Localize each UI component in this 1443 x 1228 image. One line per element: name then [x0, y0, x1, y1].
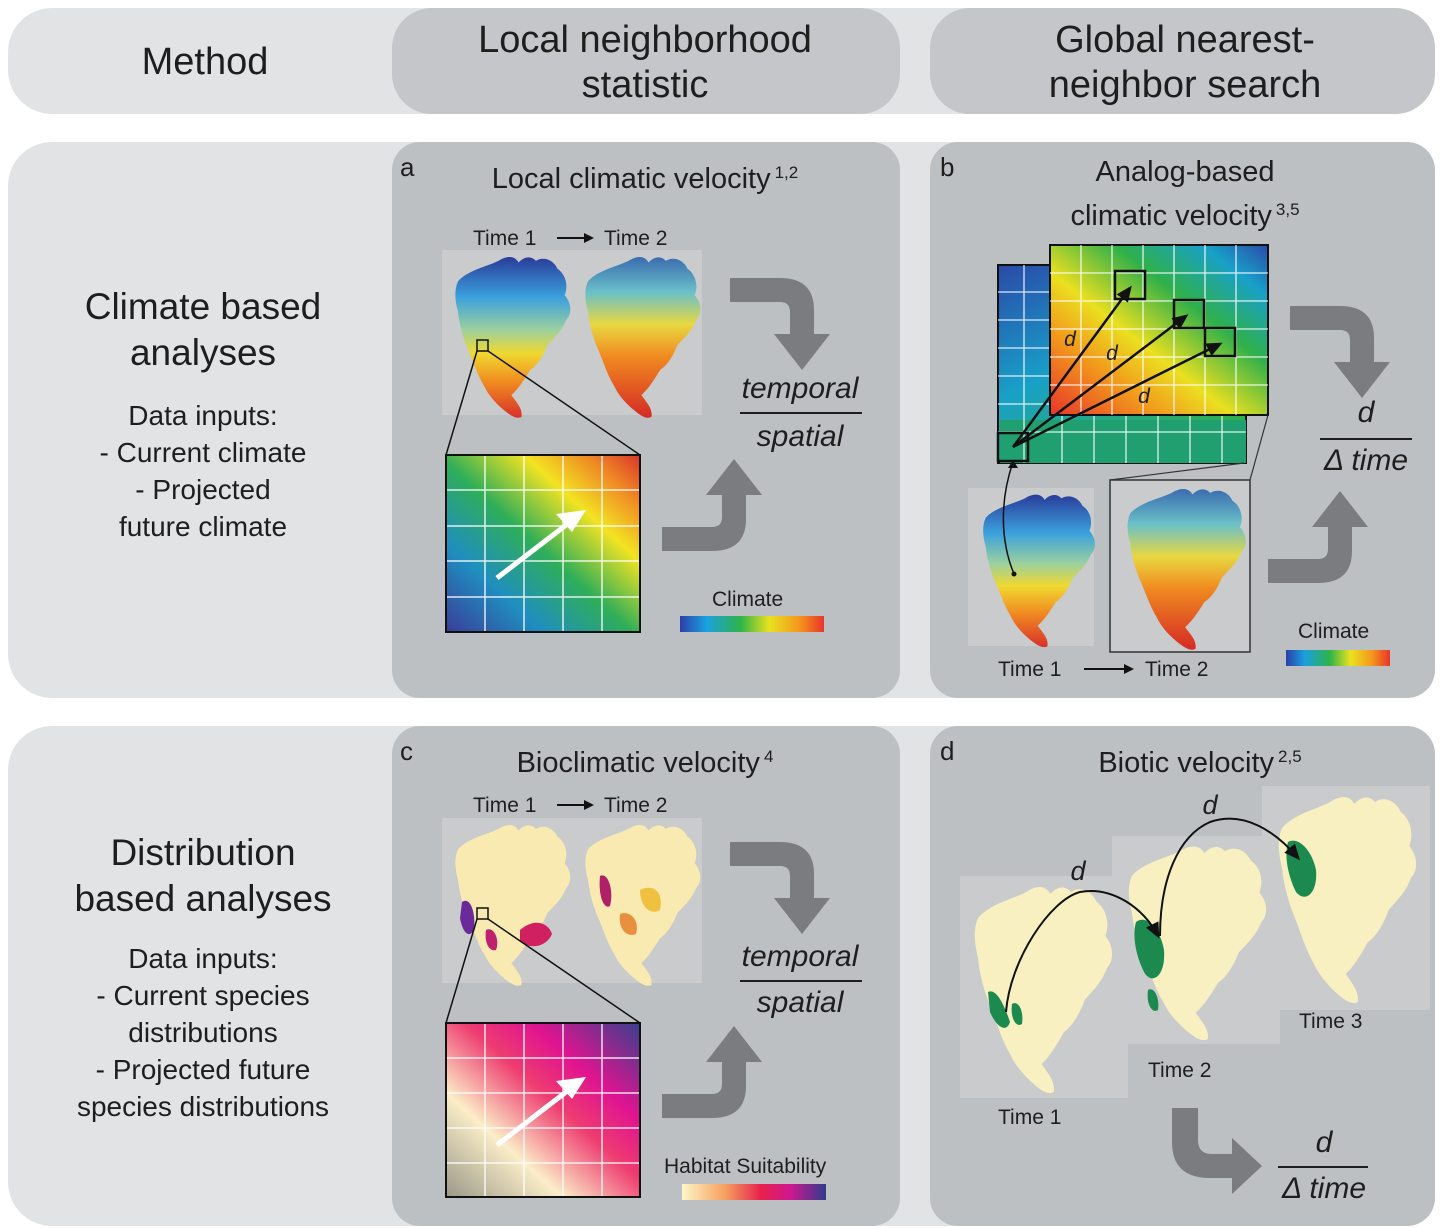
panel-b-numerator: d — [1357, 396, 1375, 429]
panel-c-numerator: temporal — [741, 940, 859, 973]
panel-c-time2: Time 2 — [604, 794, 668, 817]
panel-a-refs: 1,2 — [774, 163, 799, 182]
habitat-legend-bar — [682, 1184, 826, 1200]
panel-d-time2: Time 2 — [1148, 1059, 1212, 1082]
panel-d-time1: Time 1 — [998, 1106, 1062, 1129]
panel-d-letter: d — [940, 736, 955, 766]
panel-a-fraction-line — [740, 412, 862, 414]
panel-b-title: Analog-based climatic velocity 3,5 — [985, 154, 1385, 235]
panel-b-denominator: Δ time — [1323, 444, 1409, 477]
curved-arrow-icon — [662, 459, 762, 551]
curved-arrow-icon — [1172, 1108, 1262, 1194]
distribution-input-2: distributions — [128, 1017, 278, 1048]
distribution-row-title: Distribution based analyses — [20, 830, 386, 922]
panel-b-maps — [968, 414, 1269, 653]
distribution-input-0: Data inputs: — [128, 943, 278, 974]
panel-d-d-label: d — [1070, 856, 1086, 886]
panel-b-title-line1: Analog-based — [1095, 156, 1275, 188]
panel-b-refs: 3,5 — [1275, 200, 1300, 219]
col2-line1: Global nearest- — [1055, 19, 1315, 61]
panel-b-time2: Time 2 — [1145, 658, 1209, 681]
panel-a-numerator: temporal — [741, 372, 859, 405]
panel-a-title: Local climatic velocity 1,2 — [440, 154, 850, 198]
climate-data-inputs: Data inputs: - Current climate - Project… — [20, 397, 386, 545]
panel-a-time2: Time 2 — [604, 227, 668, 250]
panel-b-d-label: d — [1106, 342, 1118, 365]
panel-d-denominator: Δ time — [1281, 1172, 1367, 1205]
panel-a-letter: a — [400, 152, 415, 182]
curved-arrow-icon — [730, 278, 830, 370]
panel-a-zoom-grid — [445, 454, 641, 633]
climate-legend-bar-b — [1286, 650, 1390, 666]
curved-arrow-icon — [1268, 491, 1368, 583]
panel-c-maps — [442, 818, 702, 1024]
panel-c-refs: 4 — [763, 747, 774, 766]
distribution-title-line2: based analyses — [74, 878, 332, 919]
climate-title-line2: analyses — [129, 332, 277, 373]
panel-d-title: Biotic velocity 2,5 — [985, 738, 1415, 782]
method-label: Method — [141, 41, 269, 83]
distribution-input-1: - Current species — [96, 980, 310, 1011]
panel-a-title-text: Local climatic velocity — [491, 163, 771, 195]
panel-a-time1: Time 1 — [473, 227, 537, 250]
climate-row-title: Climate based analyses — [20, 284, 386, 376]
panel-d-maps — [960, 786, 1430, 1098]
panel-d-fraction-line — [1278, 1166, 1368, 1168]
panel-c-zoom-grid — [445, 1022, 641, 1198]
local-neighborhood-header: Local neighborhood statistic — [420, 18, 870, 108]
panel-b-legend-label: Climate — [1298, 620, 1370, 643]
panel-b-grids — [996, 244, 1269, 464]
distribution-input-3: - Projected future — [95, 1054, 311, 1085]
col2-line2: neighbor search — [1048, 64, 1322, 106]
panel-d-numerator: d — [1315, 1126, 1333, 1159]
panel-c-time1: Time 1 — [473, 794, 537, 817]
panel-c-legend-label: Habitat Suitability — [664, 1155, 827, 1178]
climate-title-line1: Climate based — [84, 286, 322, 327]
panel-b-d-label: d — [1138, 385, 1150, 408]
panel-a-denominator: spatial — [756, 420, 844, 453]
panel-d-refs: 2,5 — [1278, 747, 1302, 766]
global-search-header: Global nearest- neighbor search — [960, 18, 1410, 108]
panel-c-title-text: Bioclimatic velocity — [516, 747, 760, 779]
panel-c-denominator: spatial — [756, 986, 844, 1019]
panel-c-letter: c — [400, 736, 413, 766]
local-column-header — [392, 8, 900, 114]
col1-line1: Local neighborhood — [478, 19, 812, 61]
global-column-header — [930, 8, 1435, 114]
climate-legend-bar-a — [680, 616, 824, 632]
distribution-input-4: species distributions — [76, 1091, 330, 1122]
curved-arrow-icon — [730, 842, 830, 934]
col1-line2: statistic — [581, 64, 709, 106]
method-header: Method — [100, 40, 310, 85]
panel-b-letter: b — [940, 152, 955, 182]
panel-b-d-label: d — [1064, 328, 1076, 351]
curved-arrow-icon — [1290, 306, 1390, 398]
panel-d-title-text: Biotic velocity — [1098, 747, 1275, 779]
panel-b-time1: Time 1 — [998, 658, 1062, 681]
climate-input-2: - Projected — [135, 474, 271, 505]
panel-a-legend-label: Climate — [712, 588, 784, 611]
panel-d-time3: Time 3 — [1299, 1010, 1363, 1033]
panel-a-maps — [442, 250, 702, 456]
panel-d-d-label: d — [1202, 790, 1218, 820]
panel-c-title: Bioclimatic velocity 4 — [440, 738, 850, 782]
curved-arrow-icon — [662, 1026, 762, 1118]
climate-input-1: - Current climate — [99, 437, 307, 468]
distribution-title-line1: Distribution — [110, 832, 296, 873]
panel-b-fraction-line — [1320, 438, 1412, 440]
climate-input-3: future climate — [118, 511, 288, 542]
climate-input-0: Data inputs: — [128, 400, 278, 431]
panel-c-fraction-line — [740, 980, 862, 982]
panel-b-title-line2: climatic velocity — [1070, 200, 1272, 232]
distribution-data-inputs: Data inputs: - Current species distribut… — [20, 940, 386, 1125]
